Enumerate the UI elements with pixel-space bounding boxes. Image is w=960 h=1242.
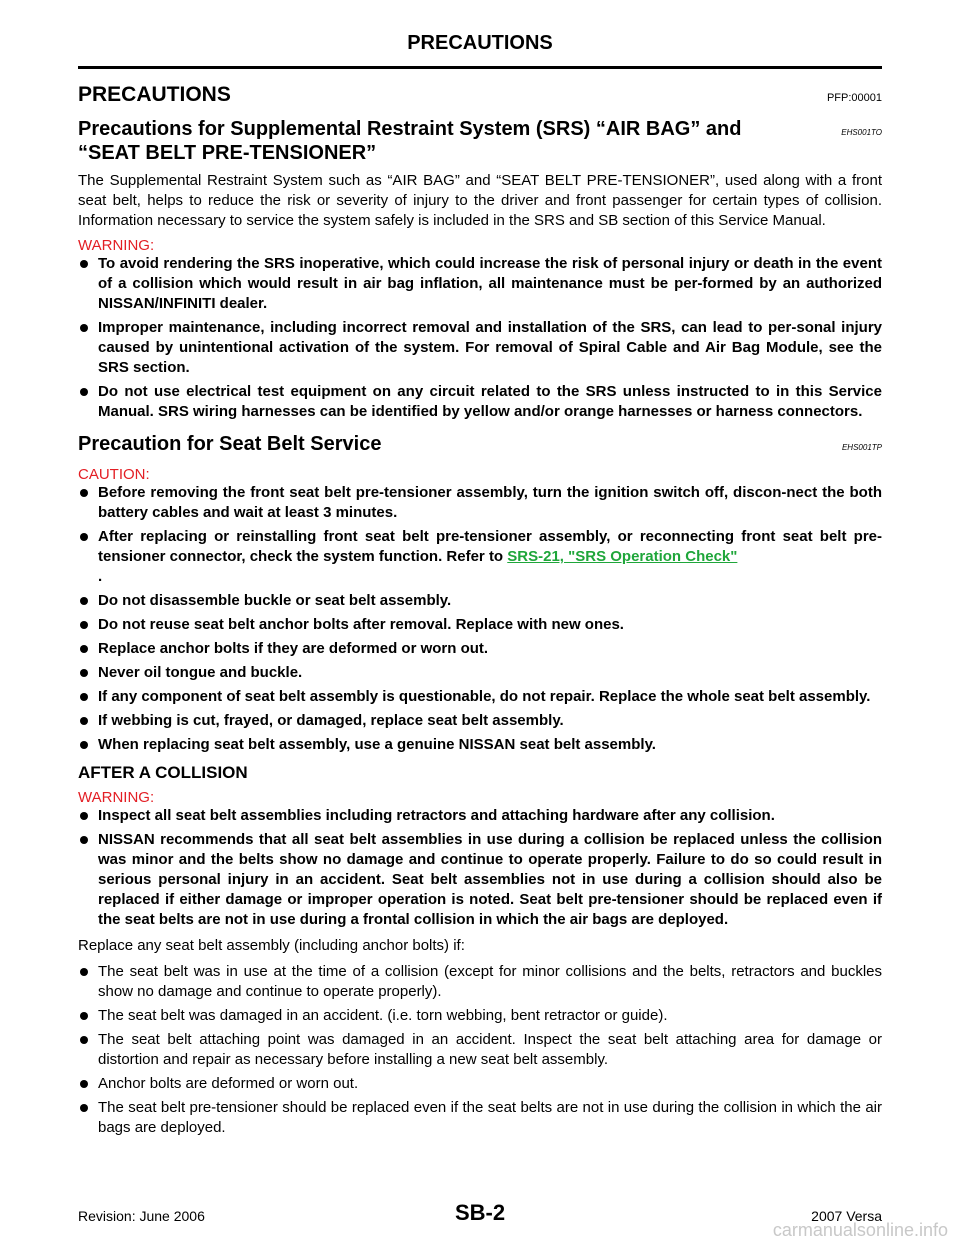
srs-heading: Precautions for Supplemental Restraint S… [78,118,742,164]
warning-label: WARNING: [78,237,155,254]
caution-label: CAUTION: [78,466,150,483]
list-item: Inspect all seat belt assemblies includi… [78,806,882,826]
list-item: Anchor bolts are deformed or worn out. [78,1074,882,1094]
list-item: If webbing is cut, frayed, or damaged, r… [78,711,882,731]
list-item: Do not use electrical test equipment on … [78,382,882,422]
list-item: The seat belt attaching point was damage… [78,1030,882,1070]
item-text: After replacing or reinstalling front se… [98,528,882,565]
page-header: PRECAUTIONS [407,32,553,54]
srs-body: The Supplemental Restraint System such a… [78,172,882,229]
list-item: The seat belt pre-tensioner should be re… [78,1098,882,1138]
list-item: To avoid rendering the SRS inoperative, … [78,254,882,314]
list-item: Before removing the front seat belt pre-… [78,483,882,523]
service-code: EHS001TP [841,443,882,452]
service-heading: Precaution for Seat Belt Service [78,433,382,455]
srs-list: To avoid rendering the SRS inoperative, … [78,254,882,422]
section-code: PFP:00001 [826,92,882,104]
srs-code: EHS001TO [841,128,882,137]
list-item: Do not reuse seat belt anchor bolts afte… [78,615,882,635]
service-list: Before removing the front seat belt pre-… [78,483,882,755]
list-item: If any component of seat belt assembly i… [78,687,882,707]
list-item: The seat belt was in use at the time of … [78,962,882,1002]
footer-page: SB-2 [454,1200,506,1225]
collision-body: Replace any seat belt assembly (includin… [78,937,465,954]
item-text: . [98,568,103,585]
list-item: Never oil tongue and buckle. [78,663,882,683]
conditions-list: The seat belt was in use at the time of … [78,962,882,1138]
collision-heading: AFTER A COLLISION [78,763,248,782]
list-item: Improper maintenance, including incorrec… [78,318,882,378]
service-heading-row: Precaution for Seat Belt Service EHS001T… [78,432,882,460]
section-title-row: PRECAUTIONS PFP:00001 [78,83,882,107]
list-item: Replace anchor bolts if they are deforme… [78,639,882,659]
srs-heading-row: Precautions for Supplemental Restraint S… [78,117,882,165]
footer-revision: Revision: June 2006 [78,1208,205,1224]
document: PRECAUTIONS PRECAUTIONS PFP:00001 Precau… [78,0,882,1142]
warning-label: WARNING: [78,789,155,806]
list-item: The seat belt was damaged in an accident… [78,1006,882,1026]
list-item: NISSAN recommends that all seat belt ass… [78,830,882,930]
list-item: After replacing or reinstalling front se… [78,527,882,587]
list-item: When replacing seat belt assembly, use a… [78,735,882,755]
footer: Revision: June 2006 SB-2 2007 Versa [78,1200,882,1230]
collision-list: Inspect all seat belt assemblies includi… [78,806,882,930]
reference-link[interactable]: SRS-21, "SRS Operation Check" [507,548,738,565]
footer-model: 2007 Versa [811,1208,882,1224]
header-rule [78,66,882,69]
section-title: PRECAUTIONS [78,83,231,106]
list-item: Do not disassemble buckle or seat belt a… [78,591,882,611]
watermark: carmanualsonline.info [772,1220,948,1240]
